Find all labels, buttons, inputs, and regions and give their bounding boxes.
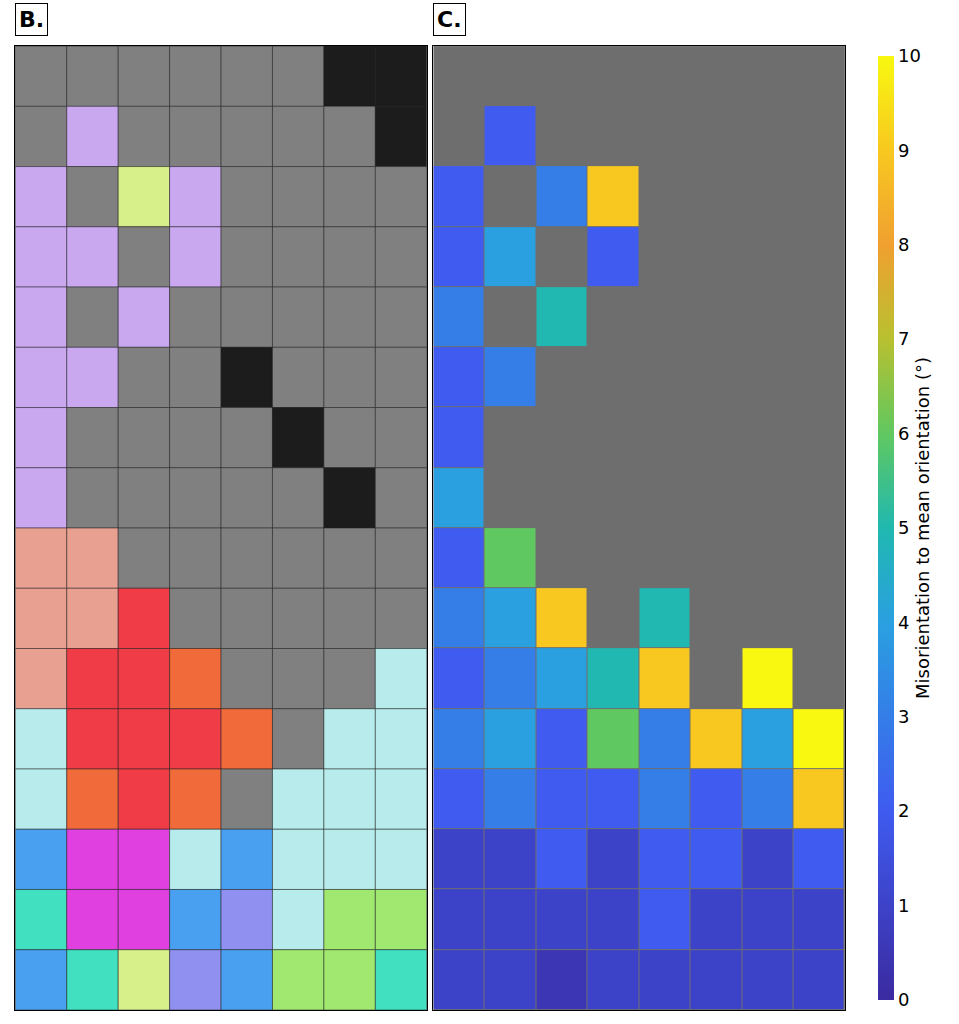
svg-text:4: 4	[898, 612, 909, 633]
svg-text:10: 10	[898, 45, 921, 66]
svg-text:3: 3	[898, 706, 909, 727]
svg-text:7: 7	[898, 328, 909, 349]
svg-text:B.: B.	[19, 7, 44, 32]
svg-text:2: 2	[898, 800, 909, 821]
svg-text:9: 9	[898, 140, 909, 161]
svg-text:C.: C.	[437, 7, 462, 32]
svg-text:Misorientation to mean orienta: Misorientation to mean orientation (°)	[912, 357, 933, 699]
svg-text:6: 6	[898, 423, 909, 444]
svg-text:1: 1	[898, 895, 909, 916]
svg-text:5: 5	[898, 517, 909, 538]
svg-text:0: 0	[898, 989, 909, 1010]
svg-text:8: 8	[898, 234, 909, 255]
